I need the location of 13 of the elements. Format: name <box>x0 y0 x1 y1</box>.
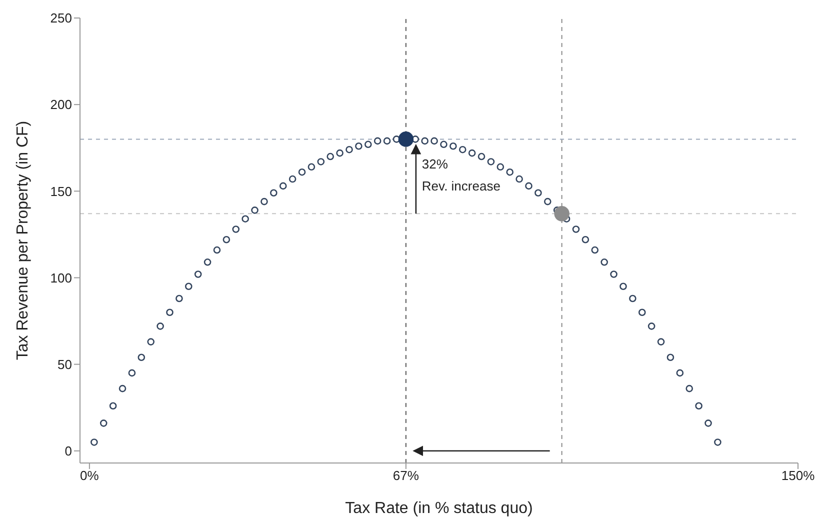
annotation: 32% <box>422 156 448 172</box>
x-tick-label: 150% <box>781 468 816 484</box>
y-tick-label: 100 <box>50 270 72 286</box>
annotation: Rev. increase <box>422 178 500 194</box>
x-tick-label: 0% <box>80 468 100 484</box>
x-axis-title: Tax Rate (in % status quo) <box>345 500 533 517</box>
y-axis-title: Tax Revenue per Property (in CF) <box>14 120 32 360</box>
y-tick-label: 150 <box>50 184 72 199</box>
y-tick-label: 0 <box>64 443 72 458</box>
y-tick-label: 50 <box>58 356 72 372</box>
x-tick-label: 67% <box>392 468 420 484</box>
y-tick-label: 200 <box>50 97 72 112</box>
y-tick-label: 250 <box>50 10 72 26</box>
